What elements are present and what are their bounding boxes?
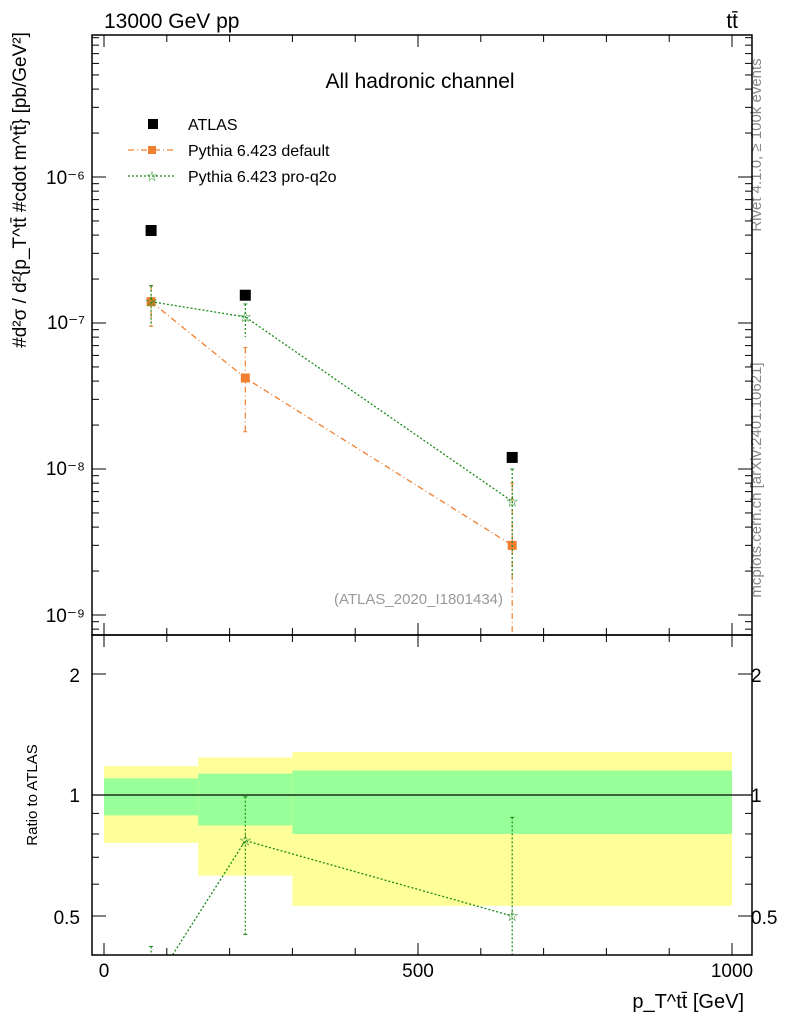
y-tick-label-1e-9: 10⁻⁹	[46, 606, 85, 627]
main-panel: ☆ ☆ ☆ All hadronic channel 10⁻⁹ 10⁻⁸ 10⁻⁷ …	[10, 32, 753, 636]
ratio-ticks	[92, 635, 752, 956]
point-atlas	[145, 225, 157, 237]
legend-label-atlas: ATLAS	[188, 117, 238, 134]
ratio-tick-label-2: 2	[69, 666, 80, 687]
ratio-y-tick-labels-left: 0.5 1 2	[54, 666, 80, 929]
main-ticks	[92, 35, 752, 635]
point-atlas	[506, 451, 518, 463]
x-tick-label-500: 500	[402, 961, 434, 982]
ratio-tick-label-right-2: 2	[751, 666, 762, 687]
y-tick-label-1e-8: 10⁻⁸	[46, 459, 85, 480]
y-tick-label-1e-6: 10⁻⁶	[46, 168, 85, 189]
main-y-axis-label: #d²σ / d²{p_T^tt̄ #cdot m^tt̄} [pb/GeV²]	[10, 32, 31, 348]
point-atlas	[239, 289, 251, 301]
legend-label-proq2o: Pythia 6.423 pro-q2o	[188, 169, 337, 186]
series-line-default	[150, 301, 513, 546]
main-data: ☆ ☆ ☆	[144, 225, 519, 635]
main-title: All hadronic channel	[325, 70, 514, 93]
y-tick-label-1e-7: 10⁻⁷	[47, 313, 85, 334]
series-line-proq2o	[150, 301, 513, 502]
x-tick-labels: 0 500 1000	[99, 961, 753, 982]
ratio-tick-label-0.5: 0.5	[54, 908, 80, 929]
ratio-point-proq2o: ☆	[144, 981, 157, 998]
ratio-line-proq2o	[171, 839, 513, 955]
legend: ATLAS Pythia 6.423 default ☆ Pythia 6.42…	[128, 117, 337, 186]
ratio-bands	[104, 751, 732, 906]
energy-label: 13000 GeV pp	[104, 10, 239, 33]
ratio-data: ☆ ☆ ☆	[144, 796, 519, 998]
ratio-tick-label-right-1: 1	[751, 786, 762, 807]
ratio-panel: ☆ ☆ ☆ 0.5 1 2 0.5 1 2 Ratio to ATLAS 0 500…	[24, 634, 777, 1013]
analysis-annotation: (ATLAS_2020_I1801434)	[334, 591, 503, 608]
rivet-label: Rivet 4.1.0, ≥ 100k events	[748, 58, 765, 231]
legend-marker-proq2o: ☆	[146, 168, 159, 184]
legend-marker-default	[148, 146, 156, 154]
point-default	[240, 373, 250, 383]
point-proq2o: ☆	[239, 309, 252, 326]
legend-label-default: Pythia 6.423 default	[188, 143, 330, 160]
ratio-y-tick-labels-right: 0.5 1 2	[751, 666, 777, 929]
main-y-tick-labels: 10⁻⁹ 10⁻⁸ 10⁻⁷ 10⁻⁶	[46, 168, 85, 627]
x-tick-label-0: 0	[99, 961, 110, 982]
x-tick-label-1000: 1000	[711, 961, 753, 982]
point-proq2o: ☆	[505, 493, 518, 510]
ratio-tick-label-right-0.5: 0.5	[751, 908, 777, 929]
x-axis-label: p_T^tt̄ [GeV]	[632, 991, 744, 1013]
ratio-frame	[91, 634, 753, 956]
legend-marker-atlas	[148, 119, 158, 129]
band-green	[104, 778, 199, 816]
point-proq2o: ☆	[144, 294, 157, 311]
ratio-point-proq2o: ☆	[239, 833, 252, 850]
mcplots-label: mcplots.cern.ch [arXiv:2401.10621]	[748, 362, 765, 597]
ratio-point-proq2o: ☆	[505, 908, 518, 925]
ratio-y-axis-label: Ratio to ATLAS	[24, 744, 41, 845]
ratio-tick-label-1: 1	[69, 786, 80, 807]
band-green	[292, 770, 732, 834]
process-label: tt̄	[726, 10, 738, 33]
